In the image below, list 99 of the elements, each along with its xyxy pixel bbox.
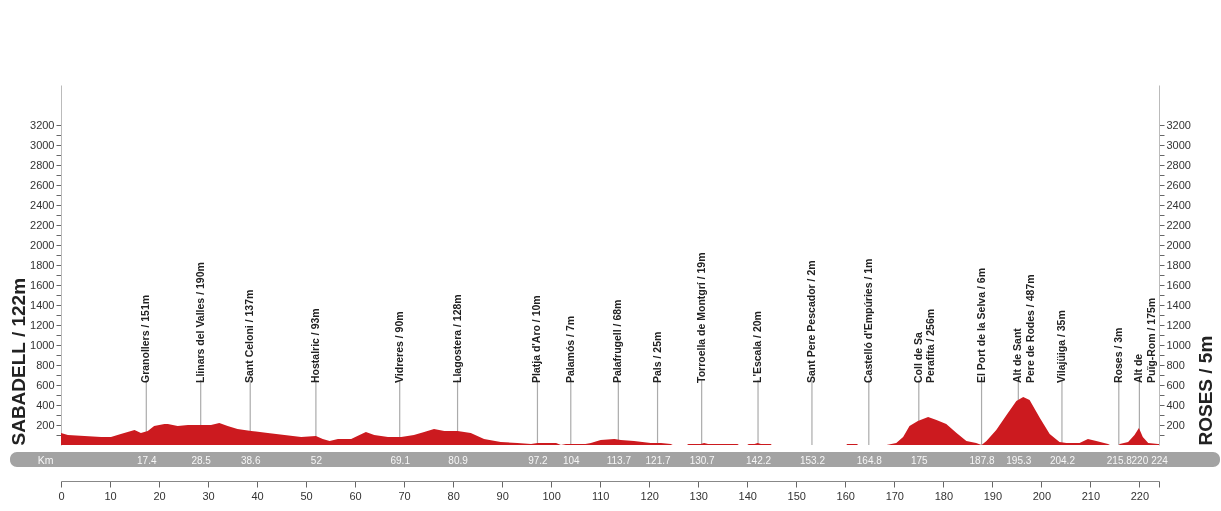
y2-tick-label: 3000: [1166, 138, 1191, 151]
x2-tick-label: 69.1: [390, 454, 411, 466]
x2-tick-label: 220: [1131, 454, 1149, 466]
ref-line-label: El Port de la Selva / 6m: [974, 268, 987, 383]
y-tick-label: 3000: [30, 138, 55, 151]
y-axis-title: SABADELL / 122m: [7, 277, 29, 446]
y-tick-label: 200: [36, 418, 55, 431]
ref-line-label: Platja d'Aro / 10m: [530, 295, 543, 383]
x2-tick-label: 164.8: [856, 454, 883, 466]
y-tick-label: 1400: [30, 298, 55, 311]
y2-tick-label: 1000: [1166, 338, 1191, 351]
x-tick-label: 20: [153, 489, 166, 502]
ref-line-label: Vidreres / 90m: [392, 311, 405, 383]
x2-tick-label: 28.5: [191, 454, 212, 466]
x2-tick-label: 187.8: [969, 454, 995, 466]
y-tick-label: 600: [36, 378, 55, 391]
x-tick-label: 90: [496, 489, 509, 502]
ref-line-label: Alt de Sant Pere de Rodes / 487m: [1011, 274, 1036, 383]
x-tick-label: 80: [447, 489, 460, 502]
y-tick-label: 400: [36, 398, 55, 411]
x2-tick-label: 97.2: [528, 454, 549, 466]
ref-line-label: Sant Celoni / 137m: [243, 289, 256, 383]
x-tick-label: 170: [885, 489, 904, 502]
ref-line-label: Torroella de Montgrí / 19m: [694, 252, 707, 383]
y-tick-label: 800: [36, 358, 55, 371]
x-tick-label: 110: [591, 489, 610, 502]
y-tick-label: 2400: [30, 198, 55, 211]
ref-line-label: Llagostera / 128m: [450, 294, 463, 383]
ref-line-label: Castelló d'Empúries / 1m: [861, 258, 874, 383]
y2-tick-label: 1800: [1166, 258, 1191, 271]
x2-tick-label: 204.2: [1049, 454, 1076, 466]
x-tick-label: 130: [689, 489, 708, 502]
ref-line-label: Pals / 25m: [650, 331, 663, 383]
x-tick-label: 120: [640, 489, 659, 502]
x2-tick-label: 175: [910, 454, 929, 466]
y2-tick-label: 2400: [1166, 198, 1191, 211]
y2-tick-label: 2000: [1166, 238, 1191, 251]
y2-tick-label: 600: [1166, 378, 1185, 391]
ref-line-label: Granollers / 151m: [139, 294, 152, 383]
ref-line-label: Llinars del Valles / 190m: [193, 262, 206, 383]
x2-tick-label: 38.6: [240, 454, 261, 466]
y-tick-label: 1200: [30, 318, 55, 331]
y2-tick-label: 1200: [1166, 318, 1191, 331]
ref-line-label: L'Escala / 20m: [751, 311, 764, 383]
x-tick-label: 160: [836, 489, 855, 502]
y2-tick-label: 1600: [1166, 278, 1191, 291]
x-tick-label: 180: [934, 489, 953, 502]
x2-tick-label: 153.2: [799, 454, 826, 466]
y2-tick-label: 400: [1166, 398, 1185, 411]
y-tick-label: 1800: [30, 258, 55, 271]
x2-tick-label: 17.4: [137, 454, 157, 466]
y-tick-label: 2200: [30, 218, 55, 231]
x-tick-label: 0: [58, 489, 65, 502]
y2-tick-label: 2800: [1166, 158, 1191, 171]
x2-tick-label: 142.2: [746, 454, 772, 466]
x-tick-label: 40: [251, 489, 264, 502]
ref-line-label: Alt de Puïg-Rom / 175m: [1132, 297, 1157, 383]
x-tick-label: 100: [542, 489, 561, 502]
y-tick-label: 1000: [30, 338, 55, 351]
x2-axis-title: Km: [37, 453, 54, 466]
y2-tick-label: 200: [1166, 418, 1185, 431]
y-tick-label: 3200: [30, 118, 55, 131]
ref-line-label: Hostalric / 93m: [308, 308, 321, 383]
x2-tick-label: 130.7: [689, 454, 716, 466]
x-tick-label: 70: [398, 489, 411, 502]
ref-line-label: Palamós / 7m: [563, 315, 576, 383]
x2-tick-label: 80.9: [448, 454, 469, 466]
ref-line-label: Vilajüiga / 35m: [1054, 310, 1067, 383]
x-tick-label: 220: [1130, 489, 1150, 502]
x-tick-label: 60: [349, 489, 362, 502]
y2-tick-label: 2200: [1166, 218, 1191, 231]
x-tick-label: 150: [787, 489, 806, 502]
y2-tick-label: 800: [1166, 358, 1185, 371]
x-tick-label: 210: [1081, 489, 1101, 502]
x-tick-label: 140: [738, 489, 757, 502]
y-tick-label: 2000: [30, 238, 55, 251]
x-tick-label: 30: [202, 489, 215, 502]
x-tick-label: 200: [1032, 489, 1052, 502]
ref-line-label: Sant Pere Pescador / 2m: [804, 260, 817, 383]
y-tick-label: 2600: [30, 178, 55, 191]
y2-tick-label: 3200: [1166, 118, 1191, 131]
x2-tick-label: 52: [310, 454, 323, 466]
x2-tick-label: 224: [1151, 454, 1169, 466]
ref-line-label: Coll de Sa Perafita / 256m: [911, 308, 937, 383]
y-tick-label: 1600: [30, 278, 55, 291]
y-tick-label: 2800: [30, 158, 55, 171]
x2-tick-label: 121.7: [645, 454, 671, 466]
x2-tick-label: 104: [562, 454, 581, 466]
ref-line-label: Palafrugell / 68m: [611, 299, 624, 383]
x2-tick-label: 113.7: [606, 454, 632, 466]
x2-tick-label: 215.8: [1106, 454, 1133, 466]
x2-tick-label: 195.3: [1006, 454, 1032, 466]
y2-tick-label: 2600: [1166, 178, 1191, 191]
y2-tick-label: 1400: [1166, 298, 1191, 311]
x-tick-label: 50: [300, 489, 313, 502]
ref-line-label: Roses / 3m: [1111, 327, 1124, 383]
y2-axis-title: ROSES / 5m: [1194, 335, 1216, 446]
x-tick-label: 190: [983, 489, 1003, 502]
x-tick-label: 10: [104, 489, 117, 502]
